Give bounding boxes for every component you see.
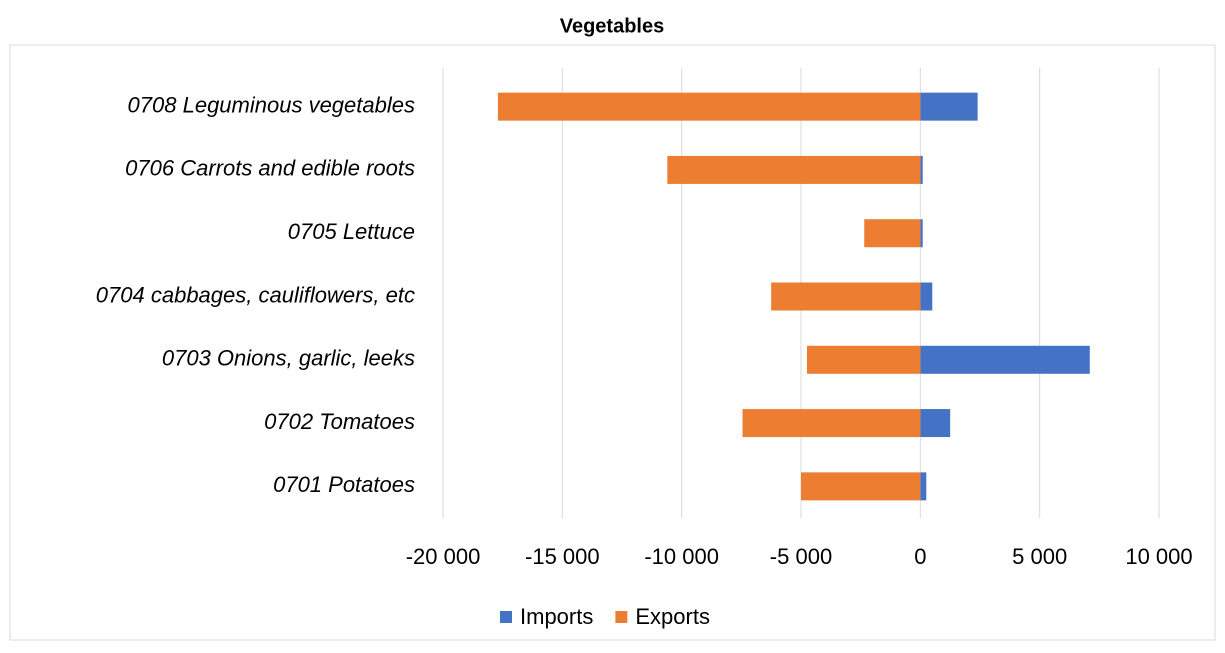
bar (920, 155, 923, 184)
x-tick-label: -10 000 (644, 544, 719, 569)
bar (801, 472, 921, 501)
bar (667, 155, 921, 184)
bar (920, 92, 978, 121)
chart-title: Vegetables (560, 15, 665, 37)
category-label: 0701 Potatoes (273, 472, 415, 497)
bar (742, 409, 921, 438)
bar (497, 92, 921, 121)
category-label: 0706 Carrots and edible roots (125, 156, 415, 181)
chart-border (9, 44, 1216, 641)
category-label: 0705 Lettuce (288, 219, 415, 244)
x-tick-label: -20 000 (406, 544, 481, 569)
category-label: 0704 cabbages, cauliflowers, etc (96, 282, 415, 307)
legend-swatch (615, 611, 628, 623)
bar (864, 219, 921, 248)
bar (806, 345, 921, 374)
legend-swatch (500, 611, 512, 623)
bar (920, 282, 933, 311)
category-label: 0702 Tomatoes (264, 409, 415, 434)
legend-label: Imports (520, 604, 593, 629)
x-tick-label: 0 (914, 544, 926, 569)
x-tick-label: -15 000 (525, 544, 600, 569)
bar (920, 472, 927, 501)
category-label: 0708 Leguminous vegetables (128, 92, 415, 117)
x-tick-label: 5 000 (1012, 544, 1067, 569)
bar (920, 409, 951, 438)
x-tick-label: 10 000 (1125, 544, 1192, 569)
category-label: 0703 Onions, garlic, leeks (162, 346, 415, 371)
bar (771, 282, 921, 311)
legend-label: Exports (635, 604, 710, 629)
x-tick-label: -5 000 (770, 544, 832, 569)
bar (920, 219, 923, 248)
bar (920, 345, 1090, 374)
